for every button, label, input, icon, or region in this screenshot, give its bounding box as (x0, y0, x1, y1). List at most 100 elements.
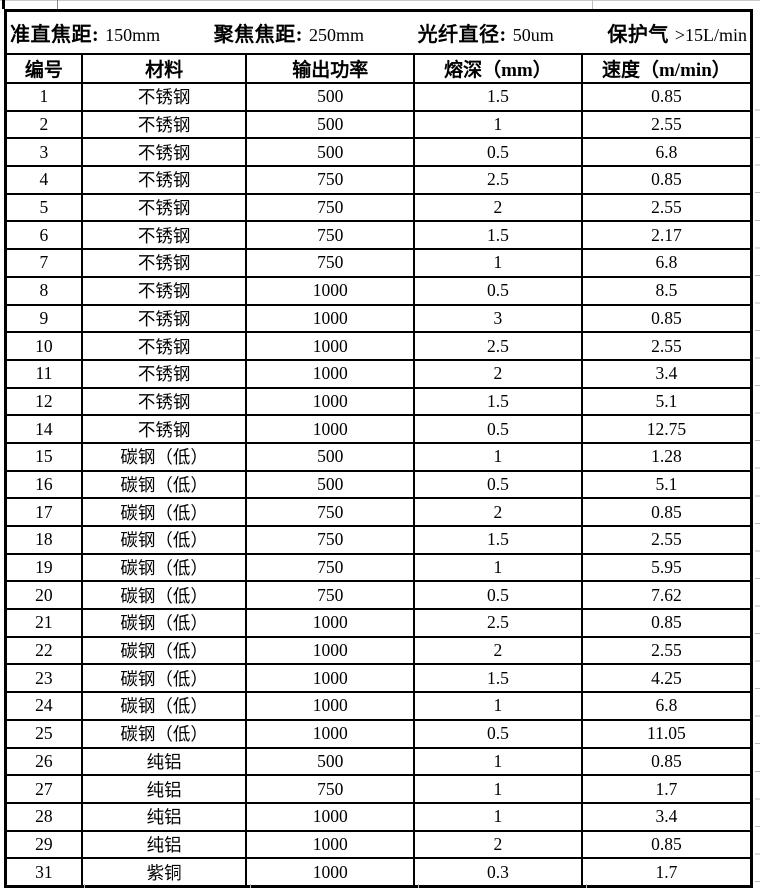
cell-material: 碳钢（低） (80, 552, 248, 583)
cell-material: 不锈钢 (80, 165, 248, 195)
gridline-remnant (250, 884, 251, 888)
cell-material: 纯铝 (80, 801, 248, 832)
cell-power: 1000 (245, 857, 416, 888)
info-value: 150mm (105, 25, 161, 45)
table-row: 22 碳钢（低） 1000 2 2.55 (4, 635, 753, 666)
cell-material: 碳钢（低） (80, 691, 248, 721)
cell-id: 14 (4, 414, 83, 444)
table-row: 24 碳钢（低） 1000 1 6.8 (4, 691, 753, 721)
cell-power: 1000 (245, 635, 416, 666)
table-row: 20 碳钢（低） 750 0.5 7.62 (4, 580, 753, 611)
cell-power: 500 (245, 82, 416, 112)
table-row: 8 不锈钢 1000 0.5 8.5 (4, 275, 753, 306)
gridline-remnant (2, 0, 5, 9)
cell-depth: 2 (413, 635, 583, 666)
info-label: 光纤直径: (417, 24, 507, 46)
cell-material: 紫铜 (80, 857, 248, 888)
cell-material: 碳钢（低） (80, 663, 248, 694)
cell-speed: 2.55 (580, 525, 753, 555)
cell-depth: 1 (413, 109, 583, 140)
cell-speed: 0.85 (580, 608, 753, 638)
table-row: 21 碳钢（低） 1000 2.5 0.85 (4, 608, 753, 638)
cell-power: 500 (245, 109, 416, 140)
info-label: 准直焦距: (10, 24, 100, 46)
info-segment: 保护气 >15L/min (607, 18, 747, 47)
cell-speed: 2.17 (580, 220, 753, 251)
cell-power: 750 (245, 774, 416, 804)
cell-depth: 0.3 (413, 857, 583, 888)
table-row: 18 碳钢（低） 750 1.5 2.55 (4, 525, 753, 555)
table-row: 10 不锈钢 1000 2.5 2.55 (4, 331, 753, 361)
cell-depth: 2.5 (413, 331, 583, 361)
cell-power: 500 (245, 441, 416, 472)
cell-speed: 0.85 (580, 829, 753, 860)
parameters-info-cell: 准直焦距: 150mm 聚焦焦距: 250mm 光纤直径: 50um 保护气 >15L/min (4, 9, 753, 55)
cell-material: 不锈钢 (80, 386, 248, 417)
cell-id: 31 (4, 857, 83, 888)
cell-speed: 12.75 (580, 414, 753, 444)
info-value: >15L/min (674, 25, 747, 45)
info-label: 聚焦焦距: (213, 24, 303, 46)
cell-id: 16 (4, 469, 83, 500)
cell-depth: 3 (413, 303, 583, 334)
cell-material: 碳钢（低） (80, 441, 248, 472)
cell-depth: 0.5 (413, 718, 583, 749)
cell-depth: 2.5 (413, 165, 583, 195)
cell-material: 不锈钢 (80, 358, 248, 389)
cell-power: 750 (245, 525, 416, 555)
table-row: 17 碳钢（低） 750 2 0.85 (4, 497, 753, 527)
cell-depth: 0.5 (413, 137, 583, 168)
cell-depth: 1.5 (413, 386, 583, 417)
table-row: 15 碳钢（低） 500 1 1.28 (4, 441, 753, 472)
cell-material: 碳钢（低） (80, 525, 248, 555)
info-value: 250mm (308, 25, 364, 45)
cell-material: 不锈钢 (80, 303, 248, 334)
cell-power: 1000 (245, 801, 416, 832)
cell-speed: 3.4 (580, 358, 753, 389)
cell-depth: 2 (413, 358, 583, 389)
cell-power: 1000 (245, 414, 416, 444)
cell-id: 8 (4, 275, 83, 306)
parameters-info-bar: 准直焦距: 150mm 聚焦焦距: 250mm 光纤直径: 50um 保护气 >15L/min (8, 18, 750, 47)
table-row: 3 不锈钢 500 0.5 6.8 (4, 137, 753, 168)
cell-speed: 5.1 (580, 469, 753, 500)
cell-depth: 2 (413, 829, 583, 860)
info-segment: 光纤直径: 50um (418, 18, 554, 47)
table-row: 4 不锈钢 750 2.5 0.85 (4, 165, 753, 195)
cell-id: 12 (4, 386, 83, 417)
cell-depth: 1.5 (413, 220, 583, 251)
cell-speed: 0.85 (580, 165, 753, 195)
column-header-speed: 速度（m/min） (580, 53, 753, 84)
cell-id: 11 (4, 358, 83, 389)
cell-speed: 6.8 (580, 137, 753, 168)
cell-material: 不锈钢 (80, 248, 248, 278)
parameters-info-row: 准直焦距: 150mm 聚焦焦距: 250mm 光纤直径: 50um 保护气 >15L/min (4, 9, 753, 55)
table-row: 5 不锈钢 750 2 2.55 (4, 192, 753, 223)
table-row: 2 不锈钢 500 1 2.55 (4, 109, 753, 140)
cell-material: 碳钢（低） (80, 469, 248, 500)
cell-speed: 3.4 (580, 801, 753, 832)
cell-depth: 1 (413, 774, 583, 804)
cell-depth: 0.5 (413, 414, 583, 444)
table-row: 1 不锈钢 500 1.5 0.85 (4, 82, 753, 112)
clipped-row-above (0, 0, 760, 9)
cell-id: 25 (4, 718, 83, 749)
table-row: 31 紫铜 1000 0.3 1.7 (4, 857, 753, 888)
cell-id: 22 (4, 635, 83, 666)
cell-material: 碳钢（低） (80, 608, 248, 638)
welding-parameters-table: 准直焦距: 150mm 聚焦焦距: 250mm 光纤直径: 50um 保护气 >15L/min… (4, 9, 753, 888)
cell-material: 不锈钢 (80, 192, 248, 223)
cell-speed: 0.85 (580, 746, 753, 777)
cell-power: 750 (245, 552, 416, 583)
cell-speed: 0.85 (580, 82, 753, 112)
info-segment: 准直焦距: 150mm (10, 18, 160, 47)
cell-speed: 6.8 (580, 248, 753, 278)
table-row: 9 不锈钢 1000 3 0.85 (4, 303, 753, 334)
gridline-remnant (84, 884, 85, 888)
cell-power: 750 (245, 248, 416, 278)
cell-power: 1000 (245, 718, 416, 749)
cell-id: 20 (4, 580, 83, 611)
cell-power: 750 (245, 192, 416, 223)
cell-id: 17 (4, 497, 83, 527)
